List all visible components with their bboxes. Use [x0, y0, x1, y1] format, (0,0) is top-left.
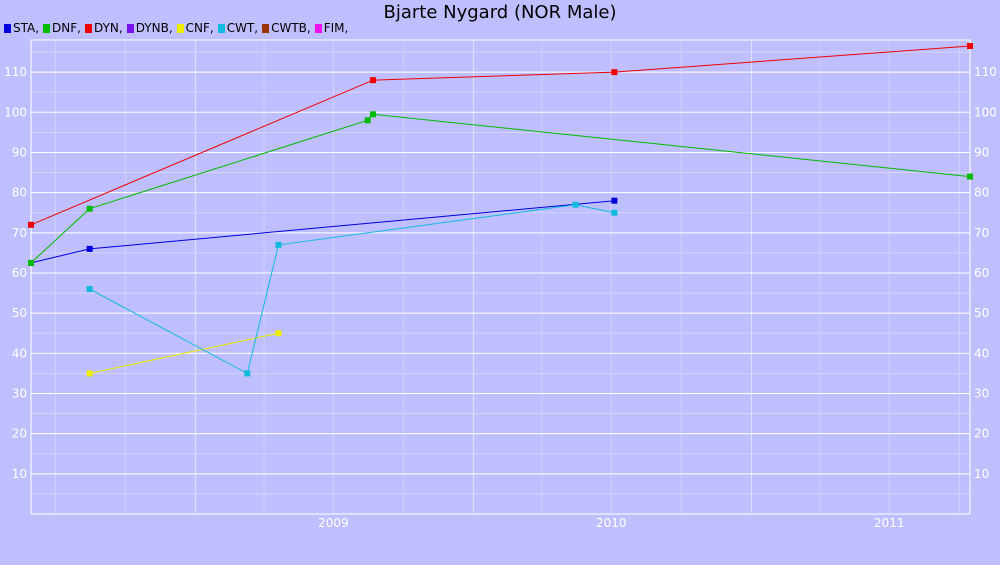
legend: STA, DNF, DYN, DYNB, CNF, CWT, CWTB, FIM,	[4, 20, 352, 36]
data-point-cwt	[86, 286, 93, 293]
y-tick-label-left: 50	[12, 306, 27, 320]
data-point-cwt	[275, 241, 282, 248]
y-tick-label-left: 40	[12, 346, 27, 360]
legend-item-cwtb: CWTB,	[262, 21, 311, 35]
y-tick-label-left: 80	[12, 186, 27, 200]
y-tick-label-left: 60	[12, 266, 27, 280]
legend-swatch-dynb	[126, 23, 134, 33]
y-tick-label-right: 20	[974, 427, 989, 441]
data-point-cwt	[611, 209, 618, 216]
legend-label-cwt: CWT,	[226, 21, 259, 35]
legend-item-fim: FIM,	[314, 21, 349, 35]
x-tick-label: 2011	[874, 516, 905, 530]
legend-label-dynb: DYNB,	[135, 21, 173, 35]
data-point-cwt	[572, 201, 579, 208]
y-tick-label-right: 100	[974, 105, 997, 119]
y-tick-label-left: 100	[4, 105, 27, 119]
legend-label-dyn: DYN,	[93, 21, 123, 35]
series-line-dyn	[30, 45, 971, 226]
legend-label-fim: FIM,	[323, 21, 349, 35]
y-tick-label-left: 30	[12, 386, 27, 400]
legend-item-cnf: CNF,	[176, 21, 214, 35]
data-point-dnf	[364, 117, 371, 124]
legend-swatch-fim	[314, 23, 322, 33]
data-point-sta	[86, 245, 93, 252]
chart-title: Bjarte Nygard (NOR Male)	[383, 2, 617, 23]
plot-area	[30, 39, 971, 515]
data-point-dnf	[967, 173, 973, 180]
legend-label-cwtb: CWTB,	[271, 21, 311, 35]
data-point-dnf	[86, 205, 93, 212]
y-tick-label-right: 80	[974, 186, 989, 200]
legend-swatch-cwtb	[262, 23, 270, 33]
legend-swatch-cwt	[217, 23, 225, 33]
y-tick-label-right: 10	[974, 467, 989, 481]
data-point-dnf	[369, 111, 376, 118]
y-tick-label-right: 70	[974, 226, 989, 240]
data-point-dyn	[369, 77, 376, 84]
y-tick-label-right: 40	[974, 346, 989, 360]
y-tick-label-left: 70	[12, 226, 27, 240]
y-tick-label-right: 90	[974, 145, 989, 159]
y-tick-label-right: 110	[974, 65, 997, 79]
legend-item-dynb: DYNB,	[126, 21, 173, 35]
y-tick-label-left: 90	[12, 145, 27, 159]
legend-label-sta: STA,	[13, 21, 40, 35]
series-line-cnf	[89, 332, 279, 374]
legend-swatch-dnf	[43, 23, 51, 33]
x-tick-label: 2010	[596, 516, 627, 530]
y-tick-label-right: 50	[974, 306, 989, 320]
y-tick-label-right: 30	[974, 386, 989, 400]
data-point-dyn	[611, 69, 618, 76]
y-tick-label-left: 20	[12, 427, 27, 441]
legend-item-cwt: CWT,	[217, 21, 259, 35]
data-point-sta	[611, 197, 618, 204]
data-point-cnf	[275, 330, 282, 337]
x-tick-label: 2009	[318, 516, 349, 530]
legend-swatch-sta	[4, 23, 11, 33]
data-point-dnf	[28, 259, 34, 266]
data-point-cnf	[86, 370, 93, 377]
data-point-dyn	[28, 221, 34, 228]
legend-item-dyn: DYN,	[84, 21, 123, 35]
legend-item-sta: STA,	[4, 21, 39, 35]
legend-label-dnf: DNF,	[52, 21, 81, 35]
legend-item-dnf: DNF,	[43, 21, 81, 35]
y-tick-label-right: 60	[974, 266, 989, 280]
y-tick-label-left: 10	[12, 467, 27, 481]
data-point-dyn	[967, 43, 973, 50]
data-point-cwt	[244, 370, 251, 377]
y-tick-label-left: 110	[4, 65, 27, 79]
legend-label-cnf: CNF,	[185, 21, 214, 35]
legend-swatch-dyn	[84, 23, 92, 33]
legend-swatch-cnf	[176, 23, 184, 33]
